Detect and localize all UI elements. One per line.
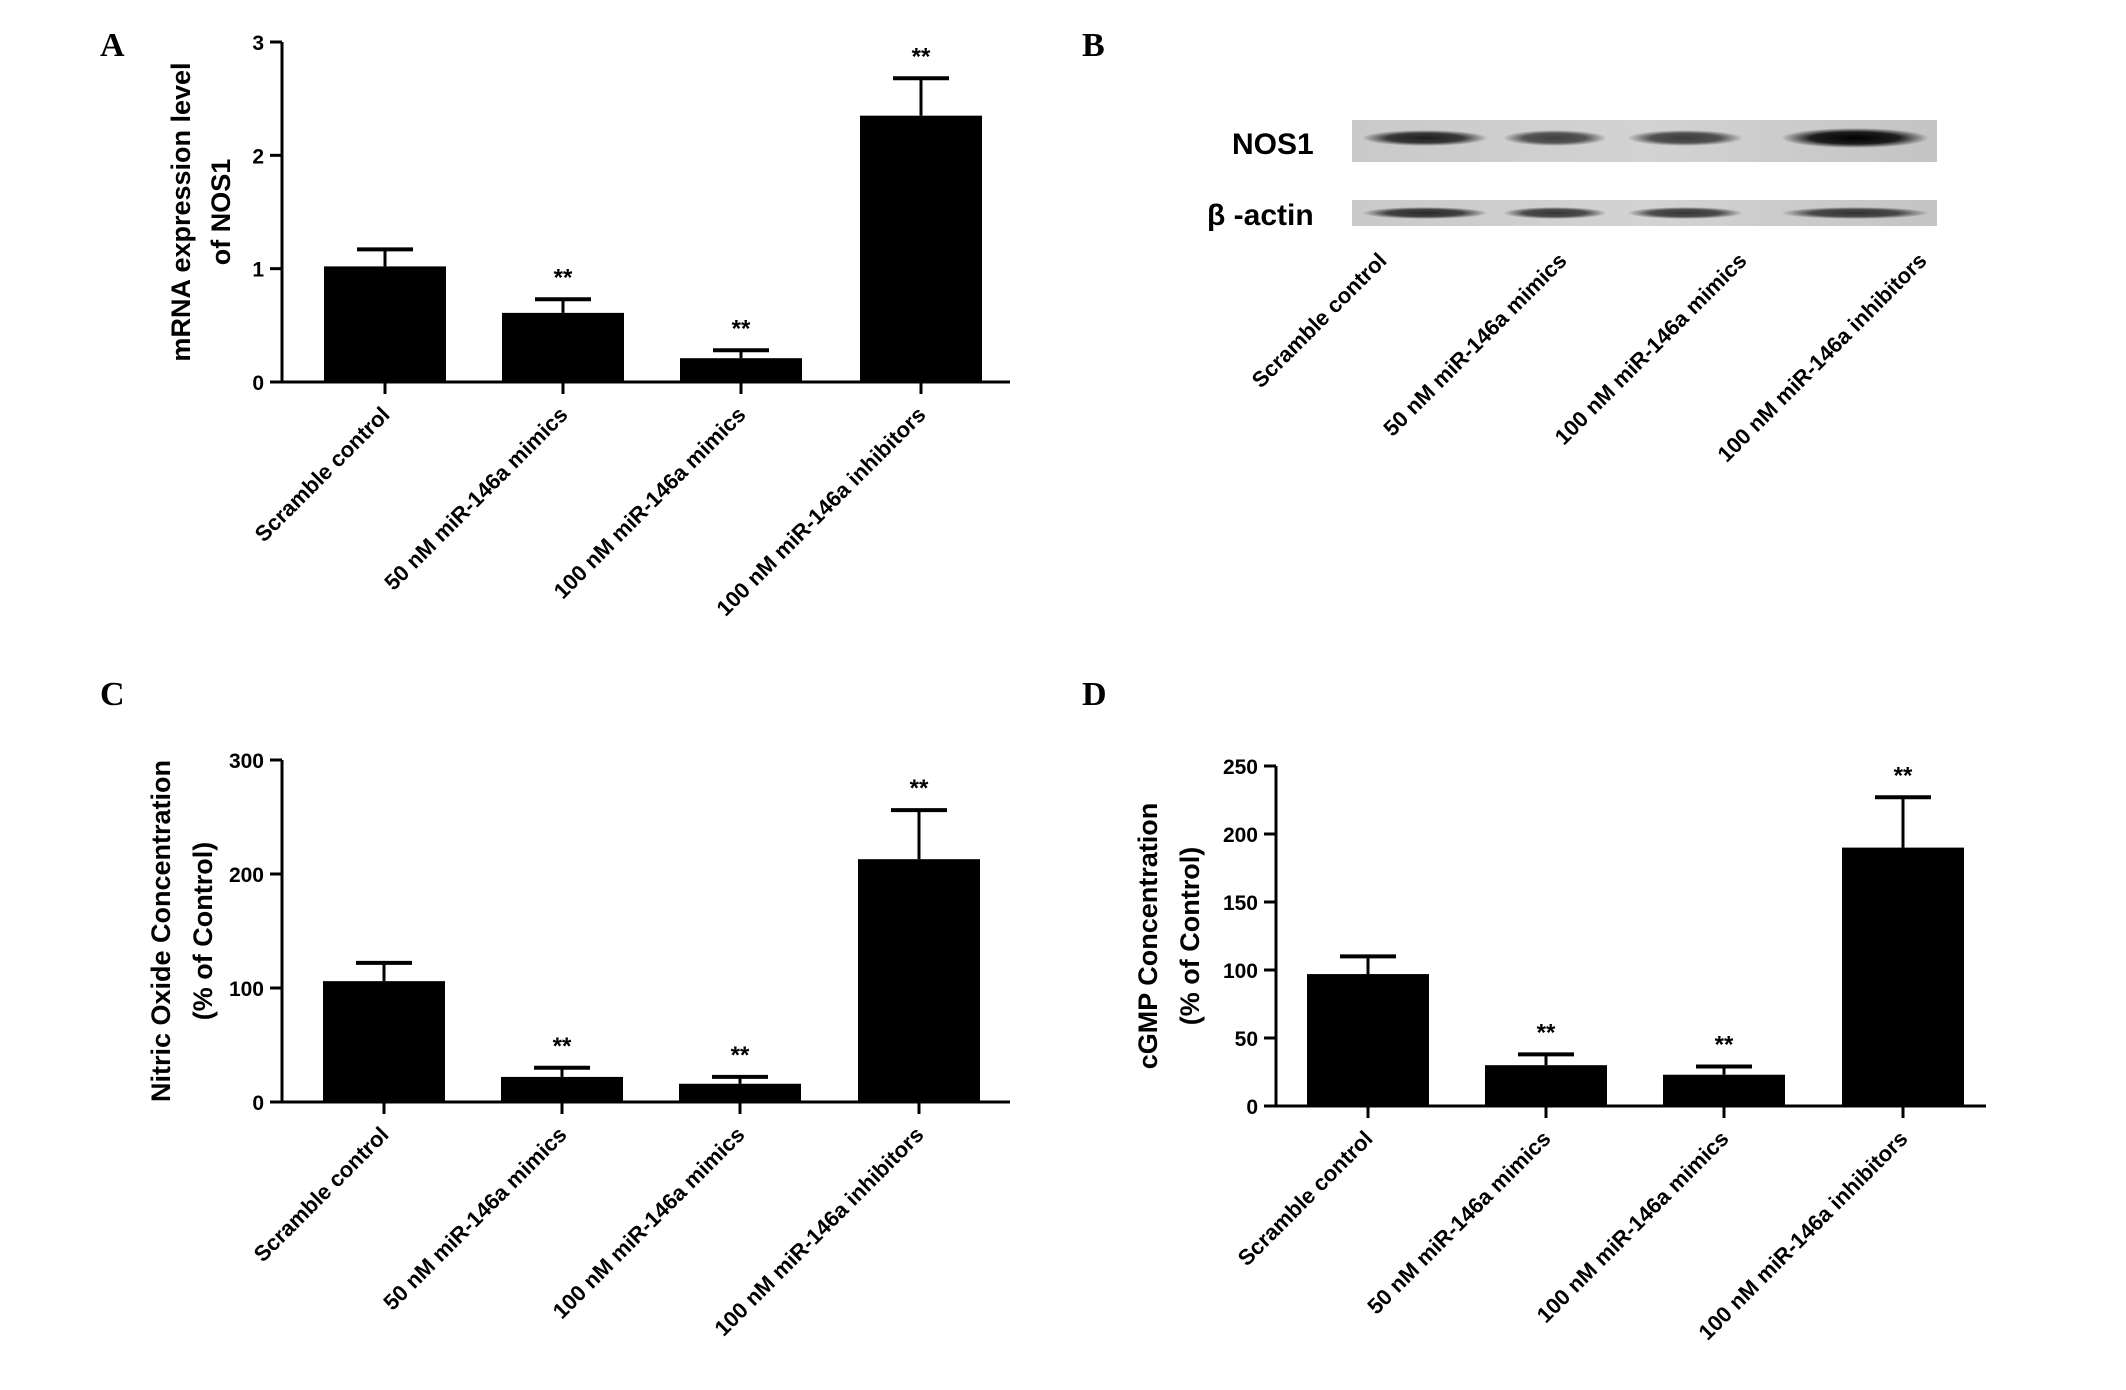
x-category-label: Scramble control: [1233, 1126, 1378, 1271]
significance-label: **: [554, 264, 573, 291]
bar: [1307, 974, 1429, 1106]
y-tick-label: 200: [229, 864, 264, 887]
bar: [679, 1083, 801, 1102]
y-axis-label: (% of Control): [188, 842, 218, 1020]
nos1-band: [1503, 130, 1607, 146]
y-tick-label: 250: [1223, 756, 1258, 779]
y-tick-label: 2: [252, 145, 264, 168]
blot-lane-label: 50 nM miR-146a mimics: [1378, 248, 1571, 441]
bar: [502, 312, 624, 382]
panel-letter-b: B: [1082, 27, 1105, 64]
actin-band-label: β -actin: [1207, 199, 1314, 232]
bar: [1485, 1065, 1607, 1106]
panel-letter-c: C: [100, 676, 125, 713]
y-tick-label: 100: [1223, 960, 1258, 983]
actin-band: [1362, 207, 1488, 219]
significance-label: **: [732, 315, 751, 342]
y-tick-label: 0: [252, 372, 264, 395]
bar: [1663, 1074, 1785, 1106]
nos1-band: [1627, 130, 1743, 146]
x-category-label: Scramble control: [249, 1122, 394, 1267]
bar: [680, 358, 802, 382]
significance-label: **: [1537, 1019, 1556, 1046]
bar: [1842, 847, 1964, 1106]
y-axis-label: mRNA expression level: [166, 62, 196, 361]
x-category-label: 100 nM miR-146a inhibitors: [711, 402, 930, 621]
significance-label: **: [912, 43, 931, 70]
bar: [858, 859, 980, 1102]
bar: [501, 1076, 623, 1102]
bar: [324, 266, 446, 382]
significance-label: **: [910, 775, 929, 802]
y-axis-label: cGMP Concentration: [1133, 803, 1163, 1070]
nos1-band: [1362, 130, 1488, 146]
x-category-label: 100 nM miR-146a mimics: [548, 1122, 750, 1324]
x-category-label: 50 nM miR-146a mimics: [379, 402, 572, 595]
bar: [860, 115, 982, 383]
blot-lane-label: 100 nM miR-146a mimics: [1550, 248, 1752, 450]
x-category-label: 100 nM miR-146a mimics: [549, 402, 751, 604]
nos1-band-label: NOS1: [1232, 128, 1314, 161]
y-axis-label: (% of Control): [1175, 847, 1205, 1025]
significance-label: **: [731, 1042, 750, 1069]
blot-lane-label: Scramble control: [1247, 248, 1392, 393]
actin-band: [1503, 207, 1607, 219]
panel-letter-a: A: [100, 27, 125, 64]
x-category-label: 100 nM miR-146a mimics: [1532, 1126, 1734, 1328]
y-tick-label: 1: [252, 259, 264, 282]
significance-label: **: [1715, 1032, 1734, 1059]
x-category-label: 50 nM miR-146a mimics: [378, 1122, 571, 1315]
bar: [323, 981, 445, 1102]
y-axis-label: Nitric Oxide Concentration: [146, 760, 176, 1102]
y-tick-label: 3: [252, 32, 264, 55]
y-tick-label: 0: [252, 1092, 264, 1115]
y-axis-label: of NOS1: [206, 159, 236, 266]
x-category-label: 100 nM miR-146a inhibitors: [1693, 1126, 1912, 1345]
chart-panel-a: 0 1 2 3 mRNA expression level of NOS1 Scramble…: [166, 32, 1010, 621]
significance-label: **: [553, 1033, 572, 1060]
x-category-label: 100 nM miR-146a inhibitors: [709, 1122, 928, 1341]
blot-lane-label: 100 nM miR-146a inhibitors: [1712, 248, 1931, 467]
y-tick-label: 0: [1246, 1096, 1258, 1119]
y-tick-label: 50: [1235, 1028, 1258, 1051]
y-tick-label: 100: [229, 978, 264, 1001]
chart-panel-c: 0 100 200 300 Nitric Oxide Concentration (% o…: [146, 750, 1010, 1341]
nos1-band: [1781, 128, 1929, 148]
y-tick-label: 300: [229, 750, 264, 773]
x-category-label: 50 nM miR-146a mimics: [1362, 1126, 1555, 1319]
actin-band: [1627, 207, 1743, 219]
x-category-label: Scramble control: [250, 402, 395, 547]
significance-label: **: [1894, 762, 1913, 789]
y-tick-label: 150: [1223, 892, 1258, 915]
actin-band: [1781, 207, 1929, 219]
panel-letter-d: D: [1082, 676, 1107, 713]
chart-panel-d: 0 50 100 150 200 250 cGMP Concentration (% of C…: [1133, 756, 1986, 1345]
y-tick-label: 200: [1223, 824, 1258, 847]
